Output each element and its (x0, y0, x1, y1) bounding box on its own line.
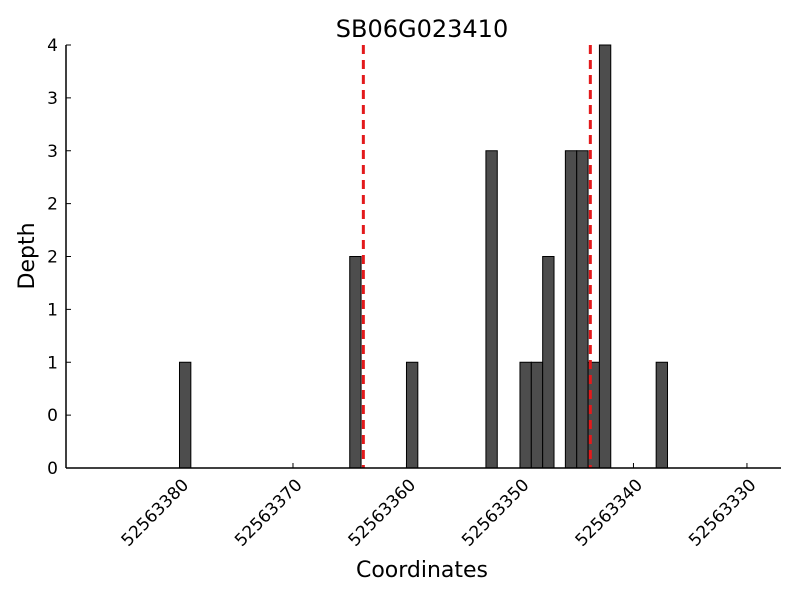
reference-lines-layer (361, 45, 592, 468)
x-tick-label-5: 52563330 (685, 475, 760, 550)
y-tick-label-5: 2 (47, 195, 58, 215)
bar-6 (542, 256, 555, 469)
x-tick-label-4: 52563340 (572, 475, 647, 550)
y-tick-label-6: 3 (47, 142, 58, 162)
x-tick-label-1: 52563370 (231, 475, 306, 550)
y-tick-label-7: 3 (47, 89, 58, 109)
ticks-layer: 0 0 1 1 2 2 3 3 4 52563380 52563370 52563360 5256335… (47, 36, 760, 551)
x-tick-label-2: 52563360 (345, 475, 420, 550)
bar-11 (655, 361, 669, 469)
x-tick-label-0: 52563380 (118, 475, 193, 550)
axes-layer (65, 45, 781, 469)
bar-3 (485, 150, 498, 469)
y-tick-label-1: 0 (47, 406, 58, 426)
bar-8 (576, 150, 589, 469)
y-axis-label: Depth (15, 222, 40, 289)
bars-layer (178, 44, 669, 469)
bar-10 (598, 44, 612, 469)
x-tick-label-3: 52563350 (458, 475, 533, 550)
y-tick-label-8: 4 (47, 36, 58, 56)
y-tick-label-2: 1 (47, 353, 58, 373)
y-tick-label-4: 2 (47, 248, 58, 268)
bar-2 (405, 361, 419, 469)
bar-1 (349, 256, 362, 469)
bar-4 (519, 361, 532, 469)
chart-title: SB06G023410 (336, 15, 508, 43)
x-axis-label: Coordinates (356, 558, 488, 583)
y-tick-label-0: 0 (47, 459, 58, 479)
y-tick-label-3: 1 (47, 300, 58, 320)
bar-7 (564, 150, 578, 469)
bar-5 (530, 361, 544, 469)
bar-0 (178, 361, 192, 469)
